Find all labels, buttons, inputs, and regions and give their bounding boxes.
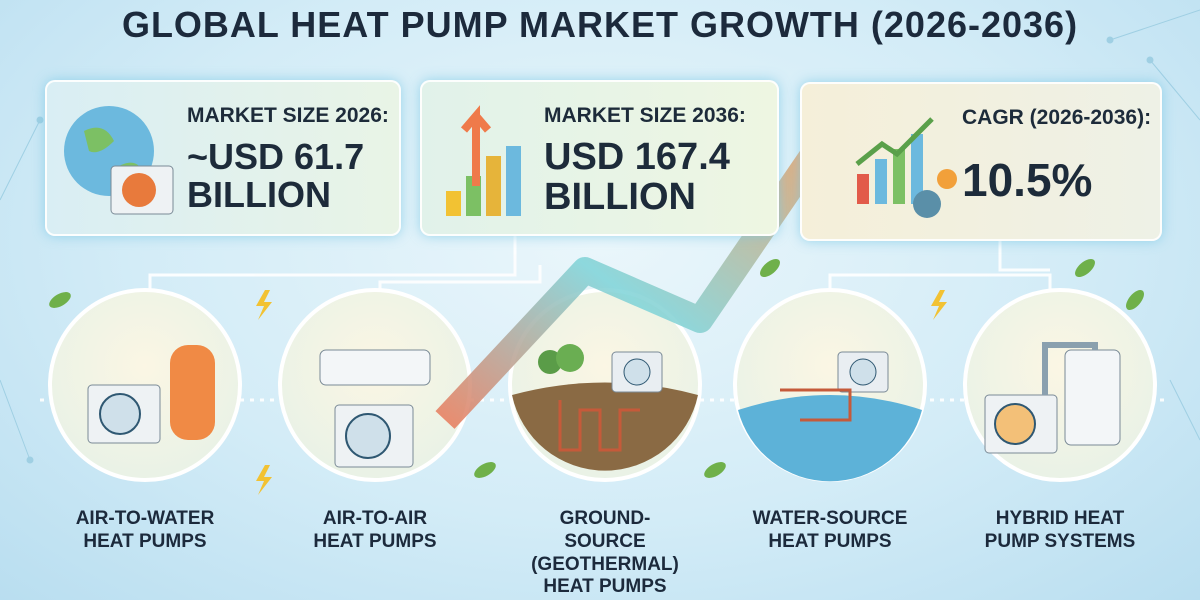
- unit-icons: [87, 342, 1121, 468]
- stat-label: CAGR (2026-2036):: [962, 106, 1152, 129]
- title: GLOBAL HEAT PUMP MARKET GROWTH (2026-203…: [121, 4, 1079, 45]
- segment-label: WATER-SOURCE HEAT PUMPS: [752, 508, 908, 552]
- stat-value: 10.5%: [962, 154, 1093, 206]
- stat-label: MARKET SIZE 2026:: [187, 104, 389, 127]
- segment-label: HYBRID HEAT PUMP SYSTEMS: [984, 508, 1136, 552]
- segment-label: GROUND-SOURCE (GEOTHERMAL) HEAT PUMPS: [531, 508, 679, 598]
- stat-value: ~USD 61.7 BILLION: [187, 136, 365, 215]
- ground-icon: [512, 344, 698, 471]
- bolts: [256, 290, 947, 495]
- stat-value: USD 167.4 BILLION: [544, 136, 730, 218]
- stat-label: MARKET SIZE 2036:: [544, 104, 746, 127]
- stat-card: CAGR (2026-2036): 10.5%: [800, 82, 1162, 241]
- globe-icon: [64, 106, 174, 215]
- segment-label: AIR-TO-AIR HEAT PUMPS: [313, 508, 437, 552]
- chart-gear-icon: [855, 117, 957, 218]
- network-lines: [0, 9, 1200, 464]
- leaves: [49, 259, 1144, 478]
- stat-card: MARKET SIZE 2026: ~USD 61.7 BILLION: [45, 80, 401, 236]
- water-icon: [738, 351, 922, 482]
- segment-label: AIR-TO-WATER HEAT PUMPS: [75, 508, 215, 552]
- stat-card: MARKET SIZE 2036: USD 167.4 BILLION: [420, 80, 779, 236]
- bars-icon: [446, 105, 521, 216]
